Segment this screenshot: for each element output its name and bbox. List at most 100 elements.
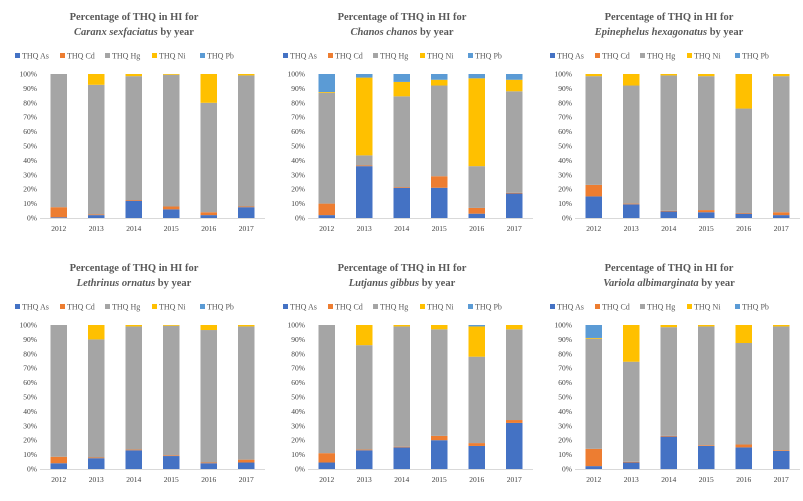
legend-swatch (373, 53, 378, 58)
y-tick-label: 80% (23, 98, 37, 107)
bar-segment-thq-hg (238, 326, 255, 460)
bar-segment-thq-hg (623, 85, 640, 204)
legend-swatch (328, 304, 333, 309)
bar-segment-thq-as (585, 466, 602, 469)
bar-segment-thq-cd (506, 420, 523, 423)
x-tick-label: 2017 (239, 224, 254, 233)
chart-svg: Percentage of THQ in HI for Caranx sexfac… (15, 12, 265, 233)
bar-segment-thq-hg (773, 326, 790, 451)
chart-title-line1: Percentage of THQ in HI for (605, 263, 734, 274)
chart-title-line2: Lutjanus gibbus by year (348, 278, 456, 289)
bar-segment-thq-cd (773, 212, 790, 216)
legend-swatch (420, 53, 425, 58)
legend-label: THQ Hg (380, 52, 408, 61)
y-tick-label: 10% (23, 450, 37, 459)
bar-segment-thq-as (623, 204, 640, 218)
bar-segment-thq-as (660, 436, 677, 469)
legend-label: THQ Pb (207, 303, 234, 312)
bar-segment-thq-hg (200, 102, 217, 213)
bar-segment-thq-cd (393, 446, 410, 448)
bar-segment-thq-hg (200, 330, 217, 463)
x-tick-label: 2015 (164, 224, 179, 233)
chart-title-line1: Percentage of THQ in HI for (70, 263, 199, 274)
y-tick-label: 40% (291, 156, 305, 165)
legend-swatch (640, 304, 645, 309)
chart-title-suffix: by year (158, 27, 195, 38)
bar-segment-thq-as (125, 450, 142, 469)
legend-swatch (550, 53, 555, 58)
legend-swatch (550, 304, 555, 309)
bar-segment-thq-as (88, 215, 105, 218)
chart-title-suffix: by year (707, 27, 744, 38)
x-tick-label: 2015 (432, 224, 447, 233)
y-tick-label: 70% (23, 113, 37, 122)
bar-segment-thq-cd (585, 448, 602, 467)
legend-label: THQ Hg (380, 303, 408, 312)
x-tick-label: 2012 (319, 224, 334, 233)
legend-swatch (687, 304, 692, 309)
bar-segment-thq-ni (698, 74, 715, 77)
y-tick-label: 50% (291, 142, 305, 151)
chart-title-species: Variola albimarginata (603, 278, 698, 289)
y-tick-label: 90% (23, 335, 37, 344)
legend-label: THQ Ni (427, 303, 454, 312)
legend-swatch (105, 53, 110, 58)
legend-label: THQ Cd (602, 52, 630, 61)
bar-segment-thq-ni (356, 325, 373, 346)
legend-swatch (735, 53, 740, 58)
legend-swatch (15, 304, 20, 309)
y-tick-label: 90% (291, 335, 305, 344)
chart-svg: Percentage of THQ in HI for Epinephelus h… (550, 12, 800, 233)
x-tick-label: 2016 (469, 475, 484, 484)
y-tick-label: 70% (291, 113, 305, 122)
x-tick-label: 2012 (586, 224, 601, 233)
legend-swatch (200, 304, 205, 309)
legend-swatch (60, 53, 65, 58)
bar-segment-thq-as (50, 463, 67, 469)
bar-segment-thq-as (318, 215, 335, 218)
bar-segment-thq-ni (506, 79, 523, 92)
legend-swatch (595, 304, 600, 309)
chart-title-line2: Chanos chanos by year (351, 27, 454, 38)
bar-segment-thq-cd (660, 435, 677, 437)
legend-swatch (468, 53, 473, 58)
bar-segment-thq-cd (88, 457, 105, 459)
legend-label: THQ As (557, 303, 584, 312)
y-tick-label: 70% (558, 113, 572, 122)
x-tick-label: 2015 (699, 224, 714, 233)
y-tick-label: 50% (291, 393, 305, 402)
bar-segment-thq-hg (660, 327, 677, 436)
legend-label: THQ Pb (207, 52, 234, 61)
y-tick-label: 20% (291, 436, 305, 445)
legend-label: THQ Hg (647, 52, 675, 61)
bar-segment-thq-pb (356, 74, 373, 78)
chart-svg: Percentage of THQ in HI for Variola albim… (550, 263, 800, 484)
x-tick-label: 2017 (774, 224, 789, 233)
y-tick-label: 50% (558, 393, 572, 402)
legend-label: THQ As (290, 52, 317, 61)
x-tick-label: 2013 (357, 475, 372, 484)
chart-svg: Percentage of THQ in HI for Lethrinus orn… (15, 263, 265, 484)
bar-segment-thq-cd (773, 450, 790, 451)
chart-panel-caranx-sexfaciatus: Percentage of THQ in HI for Caranx sexfac… (0, 0, 268, 250)
bar-segment-thq-hg (125, 326, 142, 450)
bar-segment-thq-as (163, 456, 180, 469)
bar-segment-thq-cd (200, 212, 217, 216)
bar-segment-thq-hg (660, 75, 677, 211)
y-tick-label: 100% (555, 70, 573, 79)
x-tick-label: 2016 (736, 224, 751, 233)
y-tick-label: 80% (23, 349, 37, 358)
bar-segment-thq-cd (623, 203, 640, 205)
bar-segment-thq-hg (585, 338, 602, 449)
y-tick-label: 40% (558, 156, 572, 165)
legend-label: THQ Ni (427, 52, 454, 61)
x-tick-label: 2017 (507, 475, 522, 484)
bar-segment-thq-ni (163, 74, 180, 75)
legend-label: THQ Cd (335, 303, 363, 312)
bar-segment-thq-pb (585, 325, 602, 338)
bar-segment-thq-hg (88, 339, 105, 458)
bar-segment-thq-hg (506, 91, 523, 193)
legend-swatch (595, 53, 600, 58)
chart-panel-epinephelus-hexagonatus: Percentage of THQ in HI for Epinephelus h… (535, 0, 803, 250)
legend-label: THQ As (22, 303, 49, 312)
